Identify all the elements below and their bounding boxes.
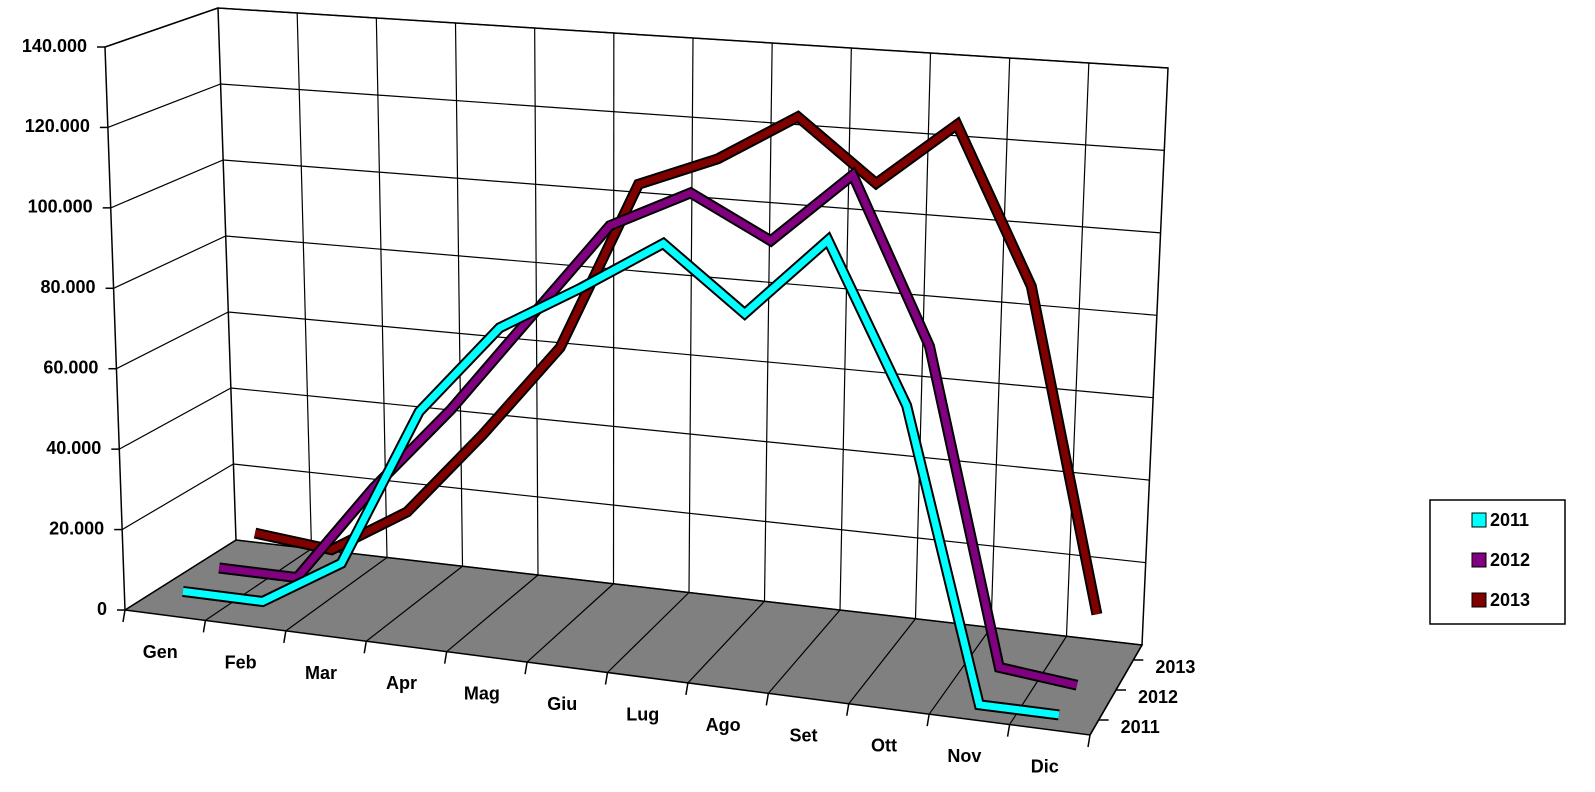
grid-line-vertical — [297, 13, 311, 549]
legend-label: 2013 — [1490, 590, 1530, 610]
legend-label: 2011 — [1490, 510, 1529, 530]
grid-line — [114, 236, 1157, 315]
x-tick-label: Apr — [386, 673, 417, 693]
x-tick — [606, 673, 608, 685]
grid-line-vertical — [991, 58, 1010, 628]
x-tick-label: Set — [790, 725, 818, 745]
x-tick-label: Giu — [547, 694, 577, 714]
left-wall — [105, 8, 218, 610]
x-tick-label: Lug — [626, 704, 659, 724]
x-tick-label: Gen — [143, 642, 178, 662]
y-tick-label: 40.000 — [46, 438, 101, 458]
x-tick-label: Feb — [225, 652, 257, 672]
depth-label: 2013 — [1155, 657, 1195, 677]
x-tick-label: Dic — [1031, 757, 1059, 777]
legend-swatch — [1472, 513, 1486, 527]
y-tick-label: 0 — [97, 599, 107, 619]
y-tick-label: 20.000 — [49, 518, 104, 538]
y-tick-label: 60.000 — [43, 357, 98, 377]
x-tick-label: Ott — [871, 736, 897, 756]
x-tick — [766, 693, 768, 705]
x-tick-label: Mag — [464, 684, 500, 704]
y-tick-label: 80.000 — [41, 277, 96, 297]
x-tick — [445, 652, 447, 664]
x-tick — [284, 631, 286, 643]
y-tick-label: 140.000 — [22, 36, 87, 56]
grid-line-vertical — [456, 23, 463, 566]
grid-line — [105, 8, 1168, 68]
grid-line — [116, 312, 1153, 398]
grid-line-vertical — [840, 48, 851, 610]
y-tick-label: 120.000 — [25, 116, 90, 136]
x-tick — [364, 641, 366, 653]
x-tick — [1008, 725, 1010, 737]
grid-line — [119, 388, 1149, 480]
x-tick — [203, 620, 205, 632]
x-tick — [525, 662, 527, 674]
legend-swatch — [1472, 593, 1486, 607]
x-tick-label: Ago — [706, 715, 741, 735]
depth-label: 2012 — [1138, 687, 1178, 707]
legend-label: 2012 — [1490, 550, 1530, 570]
x-tick-label: Nov — [947, 746, 981, 766]
legend: 2011 2012 2013 — [1430, 500, 1565, 624]
y-tick-label: 100.000 — [28, 197, 93, 217]
grid-line-vertical — [689, 38, 693, 593]
x-tick — [847, 704, 849, 716]
grid-line — [108, 84, 1164, 150]
x-tick — [1088, 735, 1090, 747]
x-tick — [123, 610, 125, 622]
depth-label: 2011 — [1121, 717, 1160, 737]
legend-swatch — [1472, 553, 1486, 567]
x-tick-label: Mar — [305, 663, 337, 683]
x-tick — [686, 683, 688, 695]
x-tick — [927, 714, 929, 726]
